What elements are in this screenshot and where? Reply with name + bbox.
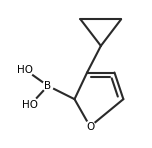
Text: HO: HO: [22, 100, 38, 110]
Circle shape: [16, 61, 34, 78]
Text: O: O: [86, 122, 94, 132]
Text: B: B: [44, 81, 51, 91]
Circle shape: [42, 80, 54, 92]
Circle shape: [84, 121, 96, 132]
Text: HO: HO: [17, 65, 33, 75]
Circle shape: [21, 96, 39, 114]
